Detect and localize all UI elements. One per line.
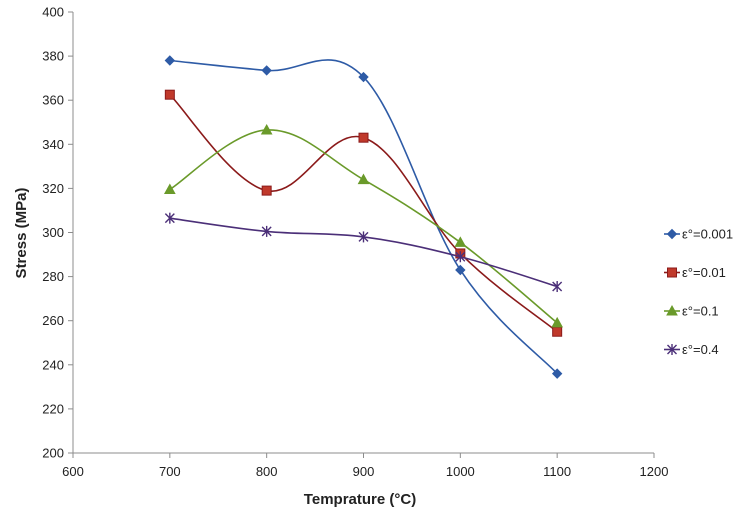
series-0 — [164, 55, 563, 379]
data-point — [455, 251, 466, 263]
y-tick-label: 240 — [42, 357, 64, 372]
legend-label: ε°=0.4 — [682, 342, 719, 357]
data-point — [164, 89, 175, 100]
data-point — [455, 264, 466, 276]
series-layer — [163, 55, 564, 379]
legend-marker — [666, 304, 678, 316]
y-tick-label: 380 — [42, 49, 64, 64]
data-point — [454, 236, 467, 247]
series-line — [169, 94, 558, 333]
y-tick-label: 300 — [42, 225, 64, 240]
data-point — [261, 65, 272, 76]
y-tick-label: 280 — [42, 269, 64, 284]
data-point — [551, 368, 563, 379]
legend-marker — [666, 228, 678, 240]
legend-label: ε°=0.1 — [682, 304, 719, 319]
legend-marker — [667, 267, 677, 278]
series-1 — [164, 89, 563, 337]
y-tick-label: 340 — [42, 137, 64, 152]
legend-item: ε°=0.4 — [664, 342, 719, 357]
legend-item: ε°=0.1 — [664, 304, 719, 319]
y-tick-label: 400 — [42, 5, 64, 20]
data-point — [358, 71, 369, 83]
y-tick-label: 360 — [42, 93, 64, 108]
data-point — [358, 231, 369, 243]
legend-label: ε°=0.001 — [682, 227, 733, 242]
y-tick-label: 220 — [42, 401, 64, 416]
legend-label: ε°=0.01 — [682, 265, 726, 280]
legend: ε°=0.001 ε°=0.01 ε°=0.1 ε°=0.4 — [664, 227, 733, 357]
y-tick-label: 200 — [42, 446, 64, 461]
series-line — [169, 217, 558, 288]
series-2 — [163, 123, 564, 328]
series-line — [169, 59, 558, 375]
data-point — [552, 281, 563, 293]
x-tick-label: 900 — [353, 464, 375, 479]
data-point — [357, 173, 370, 185]
x-tick-label: 700 — [159, 464, 181, 479]
data-point — [552, 326, 563, 337]
data-point — [260, 123, 273, 135]
y-tick-label: 260 — [42, 313, 64, 328]
x-tick-label: 1000 — [446, 464, 475, 479]
x-tick-label: 800 — [256, 464, 278, 479]
x-tick-label: 1100 — [543, 464, 571, 479]
data-point — [261, 185, 272, 196]
series-3 — [164, 212, 563, 293]
data-point — [261, 225, 272, 237]
data-point — [163, 183, 176, 195]
x-tick-label: 1200 — [640, 464, 669, 479]
data-point — [164, 212, 175, 224]
data-point — [164, 55, 176, 66]
y-axis-title: Stress (MPa) — [13, 188, 30, 279]
data-point — [551, 316, 564, 328]
x-tick-label: 600 — [62, 464, 84, 479]
legend-marker — [667, 344, 677, 355]
y-tick-label: 320 — [42, 181, 64, 196]
legend-item: ε°=0.001 — [664, 227, 733, 242]
axes — [68, 11, 655, 458]
legend-item: ε°=0.01 — [664, 265, 726, 280]
data-point — [358, 132, 369, 143]
x-axis-title: Temprature (°C) — [304, 491, 416, 508]
tick-labels: 200 220 240 260 280 300 320 340 360 380 400 600 700 8… — [42, 5, 668, 480]
